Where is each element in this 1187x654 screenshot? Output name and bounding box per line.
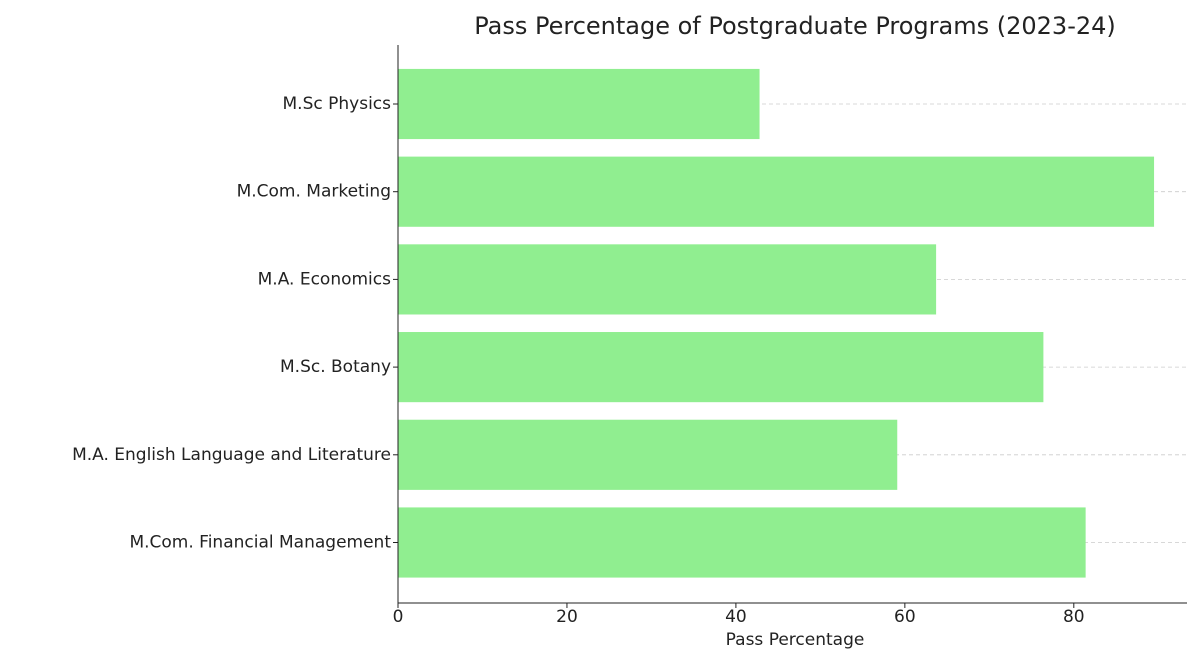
bar (398, 244, 937, 315)
y-tick-label: M.Sc Physics (283, 94, 392, 114)
y-tick-label: M.Sc. Botany (280, 357, 391, 377)
bar (398, 68, 760, 140)
y-tick-label: M.A. English Language and Literature (72, 445, 391, 465)
x-tick-label: 40 (725, 607, 747, 627)
y-tick-label: M.A. Economics (258, 269, 392, 289)
x-tick-label: 80 (1063, 607, 1085, 627)
bar (398, 419, 898, 490)
y-tick-label: M.Com. Marketing (237, 182, 391, 202)
x-tick-label: 60 (894, 607, 916, 627)
chart-title: Pass Percentage of Postgraduate Programs… (474, 12, 1116, 40)
bar (398, 332, 1044, 403)
x-tick-label: 0 (393, 607, 404, 627)
bar (398, 156, 1155, 227)
x-tick-label: 20 (556, 607, 578, 627)
bar (398, 507, 1086, 578)
y-tick-label: M.Com. Financial Management (129, 533, 391, 553)
x-axis-label: Pass Percentage (726, 630, 865, 650)
